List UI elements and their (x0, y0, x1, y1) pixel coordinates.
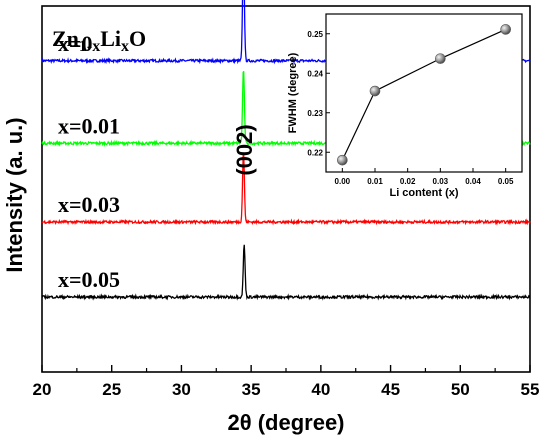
inset-y-tick-label: 0.24 (307, 69, 323, 78)
inset-x-tick-label: 0.02 (400, 177, 416, 186)
inset-point (435, 53, 446, 64)
inset-point (369, 85, 381, 97)
inset-x-tick-label: 0.04 (465, 177, 481, 186)
x-axis-title: 2θ (degree) (227, 410, 344, 435)
title-base-zn: Zn (52, 26, 79, 51)
inset-y-axis-title: FWHM (degree) (287, 52, 299, 133)
inset-point (337, 154, 348, 166)
title-base-li: Li (100, 26, 121, 51)
inset-ticks: 0.00 0.01 0.02 0.03 0.04 0.05 0.22 0.23 0.24 0.25 (307, 30, 514, 186)
series-label-0: x=0 (58, 31, 93, 56)
title-sub-x: x (121, 38, 129, 55)
inset-plot-frame (325, 13, 523, 173)
main-x-tick-label: 20 (33, 380, 52, 399)
main-x-tick-label: 45 (381, 380, 400, 399)
inset-x-axis-title: Li content (x) (389, 187, 458, 199)
main-x-ticks: 20 25 30 35 40 45 50 55 (33, 365, 540, 399)
inset-points (337, 24, 511, 166)
peak-annotation: (002) (232, 124, 257, 175)
main-x-tick-label: 25 (102, 380, 121, 399)
inset-x-tick-label: 0.01 (367, 177, 383, 186)
inset-x-tick-label: 0.05 (498, 177, 514, 186)
inset-point (500, 24, 511, 35)
title-base-o: O (129, 26, 146, 51)
inset-x-tick-label: 0.03 (433, 177, 449, 186)
y-axis-title: Intensity (a. u.) (2, 117, 27, 272)
main-x-tick-label: 50 (451, 380, 470, 399)
series-line-3 (41, 244, 531, 301)
inset-plot: 0.00 0.01 0.02 0.03 0.04 0.05 0.22 0.23 0.24 0.25… (287, 13, 523, 199)
inset-x-tick-label: 0.00 (335, 177, 351, 186)
inset-y-tick-label: 0.23 (307, 109, 323, 118)
series-label-1: x=0.01 (58, 113, 120, 138)
series-label-2: x=0.03 (58, 192, 120, 217)
series-label-3: x=0.05 (58, 267, 120, 292)
main-x-tick-label: 40 (311, 380, 330, 399)
series-line-2 (41, 153, 531, 226)
main-x-tick-label: 55 (521, 380, 540, 399)
series-labels: x=0 x=0.01 x=0.03 x=0.05 (58, 31, 120, 292)
title-sub-1-x: 1-x (79, 38, 100, 55)
main-x-tick-label: 35 (242, 380, 261, 399)
chart-title: Zn1-xLixO (52, 26, 146, 55)
inset-y-tick-label: 0.22 (307, 148, 323, 157)
main-x-tick-label: 30 (172, 380, 191, 399)
inset-line (341, 28, 506, 161)
inset-y-tick-label: 0.25 (307, 30, 323, 39)
